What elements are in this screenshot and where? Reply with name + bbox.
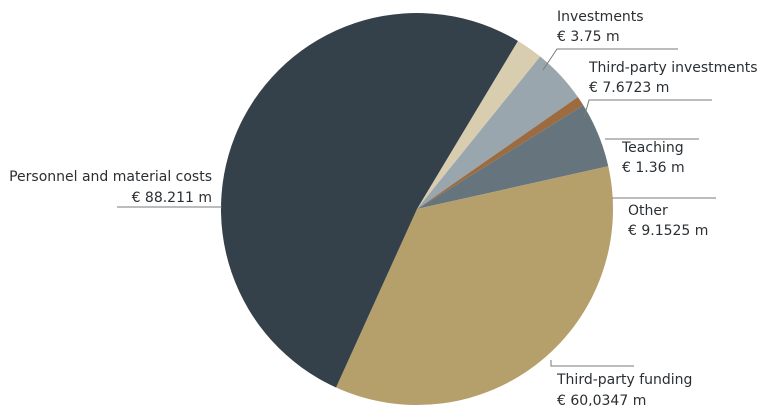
slice-label-investments: Investments [557, 9, 644, 25]
slice-value-third-party-investments: € 7.6723 m [589, 80, 669, 96]
leader-line-investments [542, 48, 678, 71]
slice-label-third-party-funding: Third-party funding [556, 372, 692, 388]
pie-slice-third-party-investments [417, 56, 578, 209]
pie-slices [220, 12, 613, 406]
pie-slice-investments [417, 41, 541, 209]
slice-labels: Personnel and material costs € 88.211 m In… [9, 9, 757, 406]
slice-label-teaching: Teaching [621, 140, 684, 156]
pie-slice-personnel-and-material-costs [220, 12, 518, 388]
slice-value-third-party-funding: € 60,0347 m [557, 393, 646, 406]
slice-value-personnel-and-material-costs: € 88.211 m [132, 190, 212, 206]
slice-label-personnel-and-material-costs: Personnel and material costs [9, 169, 212, 185]
pie-slice-other [417, 105, 609, 209]
pie-slice-third-party-funding [336, 166, 613, 406]
slice-value-teaching: € 1.36 m [622, 160, 685, 176]
leader-line-third-party-investments [583, 99, 712, 119]
slice-value-other: € 9.1525 m [628, 223, 708, 239]
leader-line-third-party-funding [550, 360, 634, 367]
leader-lines [117, 48, 716, 367]
slice-label-other: Other [628, 203, 668, 219]
slice-value-investments: € 3.75 m [557, 29, 620, 45]
pie-slice-teaching [417, 97, 584, 209]
slice-label-third-party-investments: Third-party investments [588, 60, 758, 76]
